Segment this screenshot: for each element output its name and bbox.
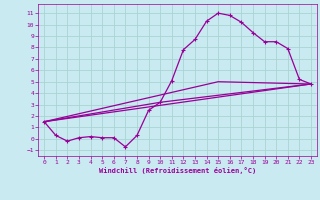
X-axis label: Windchill (Refroidissement éolien,°C): Windchill (Refroidissement éolien,°C) [99,167,256,174]
